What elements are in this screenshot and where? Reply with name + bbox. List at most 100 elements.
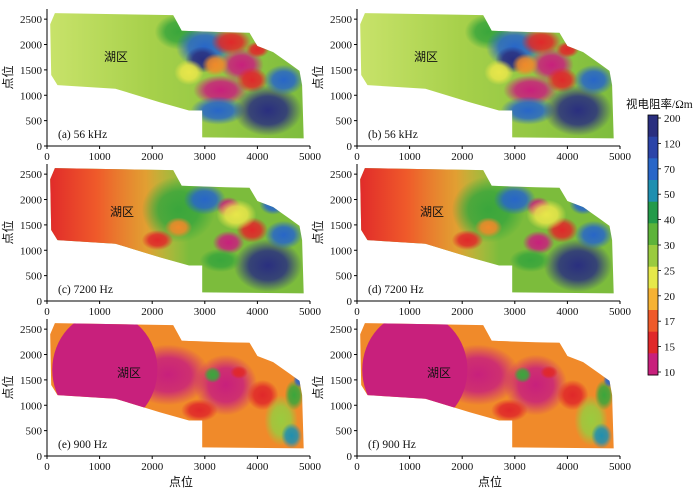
x-tick-label: 3000 (194, 151, 217, 163)
anomaly-11 (573, 64, 614, 96)
anomaly-7 (451, 230, 484, 251)
y-axis-title: 点位 (0, 375, 15, 399)
x-tick-label: 5000 (299, 306, 322, 318)
anomaly-9 (543, 239, 613, 292)
lake-label: 湖区 (117, 365, 141, 380)
anomaly-1 (125, 344, 211, 406)
resistivity-map (50, 13, 304, 139)
anomaly-12 (293, 372, 304, 388)
anomaly-3 (513, 366, 532, 383)
anomaly-13 (555, 41, 579, 58)
x-tick-label: 4000 (556, 306, 579, 318)
colorbar-tick-label: 120 (664, 138, 681, 150)
anomaly-10 (543, 85, 613, 136)
x-tick-label: 3000 (194, 461, 217, 473)
y-tick-label: 1500 (20, 375, 43, 387)
anomaly-5 (522, 230, 555, 255)
x-tick-label: 1000 (399, 151, 422, 163)
x-tick-label: 1000 (89, 151, 112, 163)
anomaly-13 (245, 41, 269, 58)
colorbar-tick-label: 15 (664, 342, 676, 354)
anomaly-10 (594, 379, 614, 411)
y-axis-title: 点位 (0, 220, 15, 244)
anomaly-8 (491, 399, 528, 422)
x-tick-label: 0 (44, 461, 50, 473)
y-tick-label: 500 (336, 426, 353, 438)
anomaly-10 (574, 220, 613, 250)
y-tick-label: 2500 (20, 324, 43, 336)
y-tick-label: 2500 (330, 169, 353, 181)
colorbar-segment (648, 136, 658, 159)
x-tick-label: 2000 (451, 306, 474, 318)
anomaly-11 (509, 248, 552, 273)
y-tick-label: 1000 (330, 90, 353, 102)
x-tick-label: 1000 (399, 306, 422, 318)
anomaly-12 (259, 194, 287, 215)
y-axis-title: 点位 (310, 65, 325, 89)
colorbar-segment (648, 266, 658, 289)
lake-label: 湖区 (420, 204, 444, 219)
panel-label: (c) 7200 Hz (58, 284, 113, 296)
x-axis-titles: 点位 点位 (169, 474, 502, 489)
x-tick-label: 0 (354, 461, 360, 473)
anomaly-2 (183, 184, 226, 215)
x-tick-label: 1000 (89, 461, 112, 473)
y-tick-label: 2500 (330, 324, 353, 336)
y-tick-label: 2000 (20, 40, 43, 52)
anomaly-12 (603, 372, 614, 388)
anomaly-11 (591, 423, 613, 449)
x-tick-label: 3000 (504, 306, 527, 318)
x-tick-label: 4000 (246, 151, 269, 163)
y-tick-label: 1500 (330, 375, 353, 387)
panel-label: (b) 56 kHz (368, 129, 418, 141)
x-axis-title-left: 点位 (169, 474, 193, 489)
colorbar-segment (648, 353, 658, 376)
resistivity-map (50, 323, 304, 449)
lake-label: 湖区 (427, 365, 451, 380)
x-tick-label: 3000 (504, 461, 527, 473)
x-tick-label: 0 (44, 151, 50, 163)
lake-label: 湖区 (104, 49, 128, 64)
y-tick-label: 0 (37, 141, 43, 153)
x-tick-label: 4000 (556, 461, 579, 473)
colorbar-segment (648, 158, 658, 181)
colorbar-title: 视电阻率/Ωm (626, 97, 693, 111)
y-tick-label: 1500 (20, 220, 43, 232)
anomaly-4 (230, 365, 248, 379)
anomaly-10 (264, 220, 303, 250)
x-tick-label: 5000 (609, 151, 632, 163)
colorbar-segment (648, 201, 658, 224)
anomaly-5 (212, 230, 245, 255)
anomaly-7 (141, 230, 174, 251)
anomaly-1 (435, 344, 521, 406)
x-tick-label: 4000 (556, 151, 579, 163)
anomaly-12 (512, 53, 539, 76)
x-tick-label: 0 (354, 306, 360, 318)
panel-label: (f) 900 Hz (368, 439, 416, 451)
colorbar-tick-label: 17 (664, 316, 676, 328)
colorbar-segment (648, 180, 658, 203)
anomaly-5 (475, 325, 523, 349)
anomaly-3 (203, 366, 222, 383)
x-tick-label: 2000 (141, 151, 164, 163)
colorbar-segment (648, 288, 658, 311)
colorbar-tick-label: 40 (664, 215, 676, 227)
panel-label: (e) 900 Hz (58, 439, 107, 451)
x-tick-label: 4000 (246, 306, 269, 318)
anomaly-2 (493, 184, 536, 215)
y-tick-label: 1000 (330, 245, 353, 257)
panel-d: 0 500 1000 1500 2000 2500 0 1000 2000 3000 4000 500… (310, 164, 632, 318)
anomaly-11 (199, 248, 242, 273)
y-tick-label: 2500 (330, 14, 353, 26)
x-tick-label: 2000 (451, 461, 474, 473)
x-tick-label: 0 (44, 306, 50, 318)
anomaly-5 (165, 325, 213, 349)
anomaly-9 (500, 96, 556, 125)
y-tick-label: 2500 (20, 14, 43, 26)
panel-b: 0 500 1000 1500 2000 2500 0 1000 2000 3000 4000 500… (310, 9, 632, 163)
panel-label: (a) 56 kHz (58, 129, 107, 141)
lake-label: 湖区 (414, 49, 438, 64)
anomaly-10 (233, 85, 303, 136)
y-tick-label: 1500 (330, 220, 353, 232)
x-tick-label: 1000 (89, 306, 112, 318)
